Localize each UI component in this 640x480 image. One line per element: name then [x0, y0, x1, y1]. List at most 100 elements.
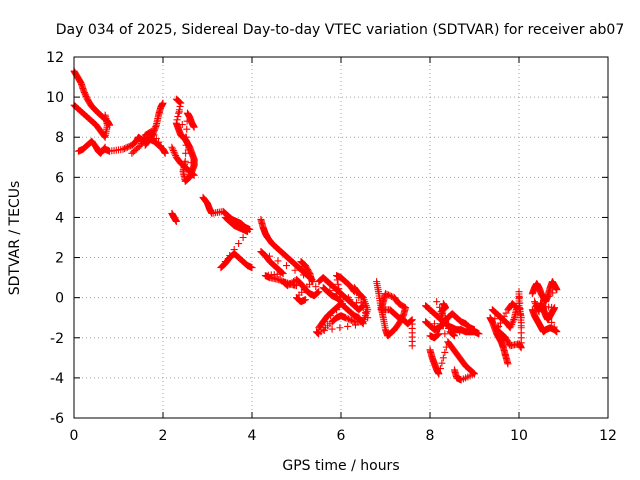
series-h10	[528, 278, 561, 336]
x-axis-label: GPS time / hours	[282, 458, 399, 474]
data-point	[140, 133, 148, 141]
data-point	[407, 317, 415, 325]
data-point	[344, 322, 352, 330]
data-point	[449, 330, 457, 338]
data-point	[183, 125, 191, 133]
data-point	[506, 324, 514, 332]
series-h2-low	[168, 209, 180, 225]
data-point	[441, 348, 449, 356]
data-point	[541, 296, 549, 304]
data-point	[122, 144, 130, 152]
data-point	[141, 131, 149, 139]
data-point	[408, 342, 416, 350]
data-point	[507, 322, 515, 330]
data-point	[532, 301, 540, 309]
y-tick-label: 4	[55, 210, 64, 226]
y-tick-label: 10	[46, 90, 64, 106]
data-point	[235, 240, 243, 248]
data-point	[291, 266, 299, 274]
data-point	[182, 149, 190, 157]
data-point	[336, 293, 344, 301]
data-point	[128, 149, 136, 157]
data-point	[438, 359, 446, 367]
data-point	[350, 284, 358, 292]
data-point	[159, 146, 167, 154]
data-point	[248, 264, 256, 272]
data-point	[456, 328, 464, 336]
data-point	[157, 142, 165, 150]
data-point	[175, 98, 183, 106]
series-h2-wave	[168, 95, 198, 185]
data-point	[170, 148, 178, 156]
axis-ticks: 0 2 4 6 8 10 12 -6 -4 -2 0 2 4 6 8 10 12	[46, 50, 617, 444]
data-point	[433, 331, 441, 339]
x-tick-label: 2	[159, 428, 168, 444]
data-point	[181, 157, 189, 165]
data-point	[334, 280, 342, 288]
data-point	[390, 294, 398, 302]
data-point	[359, 304, 367, 312]
series-early-mid	[70, 101, 111, 141]
data-point	[336, 324, 344, 332]
series-h8-band	[422, 298, 483, 342]
data-point	[535, 308, 543, 316]
data-point	[450, 366, 458, 374]
data-point	[343, 314, 351, 322]
data-point	[433, 298, 441, 306]
data-point	[508, 320, 516, 328]
data-point	[517, 322, 525, 330]
data-point	[275, 276, 283, 284]
x-tick-label: 4	[248, 428, 257, 444]
data-point	[442, 315, 450, 323]
series-h1-cluster	[101, 127, 169, 157]
plot-frame	[73, 56, 609, 419]
data-point	[278, 268, 286, 276]
data-point	[172, 217, 180, 225]
data-point	[177, 99, 185, 107]
data-point	[386, 292, 394, 300]
series-h2-peak	[141, 99, 167, 149]
data-point	[339, 293, 347, 301]
data-point	[443, 321, 451, 329]
series-h5	[313, 272, 372, 338]
data-point	[508, 319, 516, 327]
data-point	[315, 288, 323, 296]
data-point	[501, 351, 509, 359]
data-point	[553, 328, 561, 336]
data-point	[553, 286, 561, 294]
data-point	[353, 289, 361, 297]
data-point	[314, 288, 322, 296]
data-point	[169, 147, 177, 155]
data-point	[437, 308, 445, 316]
data-point	[341, 314, 349, 322]
data-point	[190, 123, 198, 131]
x-tick-label: 12	[599, 428, 617, 444]
data-point	[244, 227, 252, 235]
data-point	[335, 285, 343, 293]
data-point	[239, 234, 247, 241]
data-point	[450, 332, 458, 340]
data-point	[445, 320, 453, 328]
x-tick-label: 8	[426, 428, 435, 444]
data-point	[531, 298, 539, 306]
data-point	[533, 303, 541, 311]
data-point	[355, 294, 363, 302]
data-point	[430, 320, 438, 328]
data-point	[475, 330, 483, 338]
data-point	[435, 330, 443, 338]
y-tick-label: 12	[46, 50, 64, 66]
y-tick-label: 6	[55, 170, 64, 186]
data-point	[125, 143, 133, 151]
data-point	[120, 145, 128, 153]
data-point	[357, 299, 365, 307]
y-tick-label: 8	[55, 130, 64, 146]
data-point	[436, 365, 444, 373]
data-point	[182, 141, 190, 149]
data-point	[101, 111, 109, 119]
data-point	[450, 331, 458, 339]
data-point	[282, 262, 290, 270]
data-point	[129, 148, 137, 156]
series-h9	[486, 288, 525, 368]
data-point	[407, 316, 415, 324]
data-point	[436, 303, 444, 311]
